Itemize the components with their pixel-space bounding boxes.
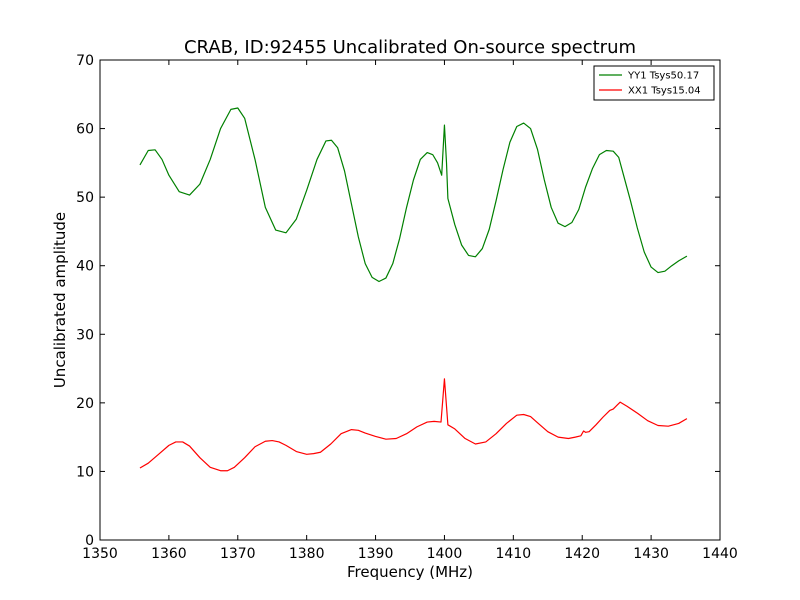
y-tick-label: 10 bbox=[76, 464, 94, 480]
x-tick-label: 1360 bbox=[151, 546, 187, 562]
x-axis-label: Frequency (MHz) bbox=[347, 563, 473, 581]
x-tick-label: 1350 bbox=[82, 546, 118, 562]
y-tick-label: 30 bbox=[76, 327, 94, 343]
legend: YY1 Tsys50.17 XX1 Tsys15.04 bbox=[593, 65, 715, 101]
axes-frame bbox=[99, 59, 721, 541]
x-tick-label: 1400 bbox=[427, 546, 463, 562]
series-line-yy1 bbox=[139, 107, 688, 283]
series-layer bbox=[139, 107, 688, 472]
y-tick-label: 20 bbox=[76, 396, 94, 412]
x-tick-label: 1370 bbox=[220, 546, 256, 562]
y-axis-label: Uncalibrated amplitude bbox=[51, 212, 69, 388]
tick-layer: 1350 1360 1370 1380 1390 1400 1410 1420 1430 1440… bbox=[76, 53, 738, 562]
y-tick-label: 60 bbox=[76, 122, 94, 138]
chart-title: CRAB, ID:92455 Uncalibrated On-source sp… bbox=[184, 37, 636, 58]
x-tick-label: 1440 bbox=[702, 546, 738, 562]
legend-frame bbox=[593, 65, 715, 101]
x-tick-label: 1410 bbox=[496, 546, 532, 562]
x-tick-label: 1380 bbox=[289, 546, 325, 562]
y-tick-label: 50 bbox=[76, 190, 94, 206]
plot-area: 1350 1360 1370 1380 1390 1400 1410 1420 1430 1440… bbox=[76, 53, 738, 562]
legend-label-yy1: YY1 Tsys50.17 bbox=[627, 71, 699, 82]
x-tick-label: 1430 bbox=[633, 546, 669, 562]
legend-label-xx1: XX1 Tsys15.04 bbox=[628, 86, 701, 97]
y-tick-label: 70 bbox=[76, 53, 94, 69]
x-tick-label: 1390 bbox=[358, 546, 394, 562]
x-tick-label: 1420 bbox=[564, 546, 600, 562]
series-line-xx1 bbox=[139, 378, 688, 472]
y-tick-label: 40 bbox=[76, 259, 94, 275]
y-tick-label: 0 bbox=[85, 533, 94, 549]
